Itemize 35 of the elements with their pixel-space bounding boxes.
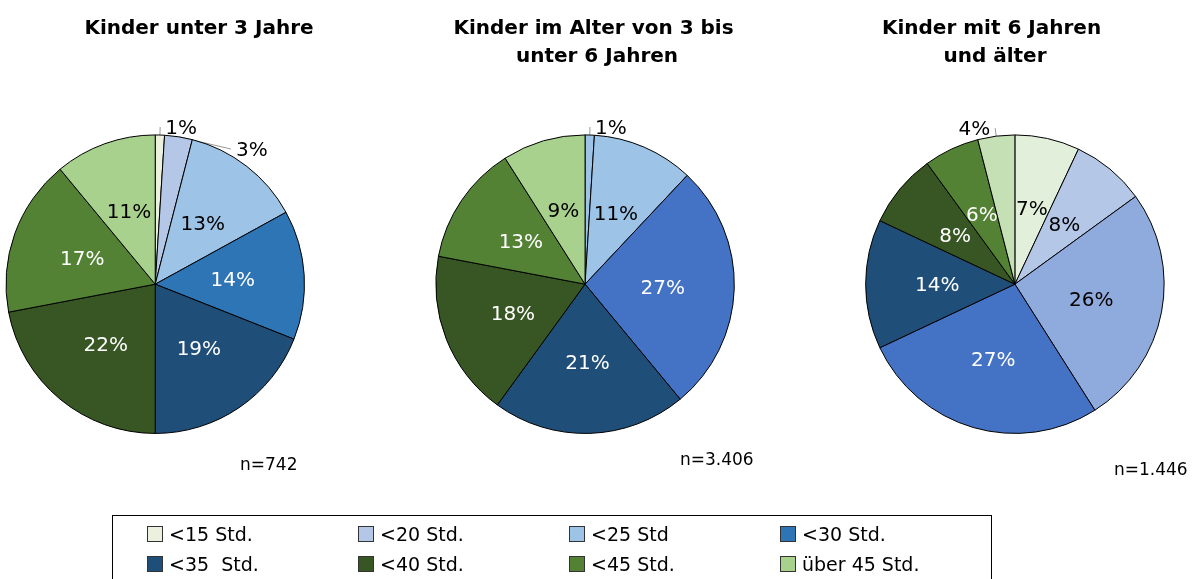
data-label: 7% — [1015, 196, 1048, 221]
text: n=3.406 — [680, 448, 754, 469]
data-label: 14% — [210, 267, 255, 292]
data-label: 13% — [498, 228, 544, 253]
data-label: 11% — [106, 199, 152, 224]
data-label: 9% — [547, 197, 580, 222]
data-label: 26% — [1068, 286, 1114, 311]
data-label: 4% — [958, 116, 991, 141]
chart-title: Kinder unter 3 Jahre — [84, 15, 314, 39]
text: n=742 — [240, 453, 298, 474]
chart-title: Kinder mit 6 Jahren und älter — [881, 15, 1109, 67]
data-label: 14% — [915, 272, 960, 297]
legend-label: <40 Std. — [380, 552, 464, 575]
data-label: 17% — [59, 245, 105, 270]
data-label: 1% — [165, 115, 197, 140]
text: n=1.446 — [1114, 458, 1188, 479]
legend-label: <30 Std. — [802, 523, 886, 545]
data-label: 13% — [180, 210, 226, 235]
data-label: 18% — [490, 300, 536, 325]
data-label: 3% — [235, 137, 268, 162]
chart-title: Kinder im Alter von 3 bis unter 6 Jahren — [453, 15, 741, 67]
data-label: 19% — [176, 336, 222, 361]
data-label: 11% — [593, 200, 639, 225]
data-label: 27% — [971, 346, 1016, 371]
data-label: 8% — [1048, 212, 1081, 237]
data-label: 22% — [83, 332, 128, 357]
legend-label: <25 Std — [591, 523, 669, 545]
legend-label: <20 Std. — [380, 523, 464, 545]
legend-label: <45 Std. — [591, 552, 675, 575]
data-label: 27% — [640, 274, 685, 299]
legend-label: über 45 Std. — [802, 552, 920, 575]
data-label: 1% — [595, 115, 627, 140]
legend-label: <15 Std. — [169, 523, 253, 545]
legend-label: <35 Std. — [169, 552, 259, 575]
data-label: 21% — [565, 349, 610, 374]
